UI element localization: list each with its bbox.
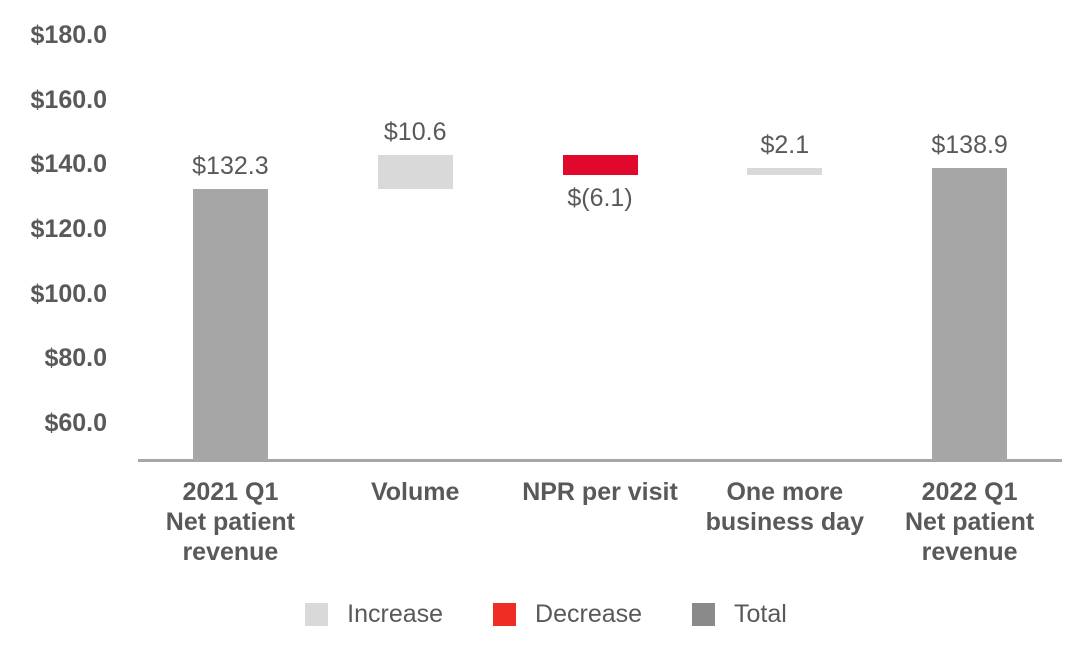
- y-axis-tick-label: $160.0: [30, 85, 107, 114]
- bar-volume: [377, 154, 453, 190]
- legend-swatch-decrease: [493, 603, 517, 626]
- legend-label-increase: Increase: [347, 600, 444, 628]
- category-label-line: revenue: [921, 538, 1018, 566]
- bar-one-more-business-day: [747, 167, 823, 175]
- x-axis-category-label-one-more-business-day: One more business day: [692, 477, 877, 537]
- category-label-line: One more: [726, 478, 844, 506]
- bar-npr-per-visit: [562, 154, 638, 175]
- legend-item-decrease: Decrease: [493, 600, 642, 629]
- bar-value-label-one-more-business-day: $2.1: [760, 130, 810, 159]
- legend-item-total: Total: [692, 600, 787, 629]
- bar-value-label-npr-per-visit: $(6.1): [567, 183, 633, 212]
- legend-label-decrease: Decrease: [535, 600, 643, 628]
- category-label-line: 2021 Q1: [182, 478, 279, 506]
- bar-2022-q1-net-patient-revenue: [932, 167, 1008, 459]
- y-axis-tick-label: $100.0: [30, 279, 107, 308]
- chart-legend: Increase Decrease Total: [0, 600, 1092, 629]
- y-axis-tick-label: $140.0: [30, 150, 107, 179]
- x-axis-category-label-volume: Volume: [323, 477, 508, 507]
- y-axis-tick-label: $60.0: [44, 409, 107, 438]
- bar-2021-q1-net-patient-revenue: [192, 189, 268, 459]
- category-label-line: Net patient: [904, 508, 1035, 536]
- x-axis-line: [138, 459, 1062, 462]
- legend-item-increase: Increase: [305, 600, 443, 629]
- y-axis-tick-label: $180.0: [30, 21, 107, 49]
- category-label-line: revenue: [182, 538, 279, 566]
- legend-swatch-increase: [305, 603, 329, 626]
- category-label-line: business day: [705, 508, 864, 536]
- legend-label-total: Total: [734, 600, 787, 628]
- category-label-line: 2022 Q1: [921, 478, 1018, 506]
- category-label-line: Net patient: [165, 508, 295, 536]
- category-label-line: NPR per visit: [522, 478, 678, 506]
- y-axis-tick-label: $80.0: [44, 344, 107, 373]
- x-axis-category-label-2021-q1-net-patient-revenue: 2021 Q1 Net patient revenue: [138, 477, 323, 567]
- y-axis-tick-label: $120.0: [30, 215, 107, 243]
- x-axis-category-label-2022-q1-net-patient-revenue: 2022 Q1 Net patient revenue: [877, 477, 1062, 567]
- bar-value-label-volume: $10.6: [383, 117, 447, 146]
- legend-swatch-total: [692, 603, 716, 626]
- bar-value-label-2021-q1-net-patient-revenue: $132.3: [192, 152, 269, 181]
- bar-value-label-2022-q1-net-patient-revenue: $138.9: [931, 130, 1008, 159]
- category-label-line: Volume: [370, 478, 460, 506]
- x-axis-category-label-npr-per-visit: NPR per visit: [508, 477, 693, 507]
